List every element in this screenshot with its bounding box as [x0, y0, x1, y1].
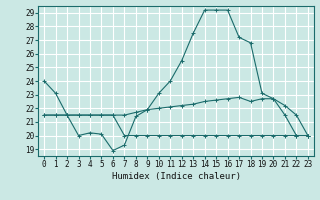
X-axis label: Humidex (Indice chaleur): Humidex (Indice chaleur): [111, 172, 241, 181]
